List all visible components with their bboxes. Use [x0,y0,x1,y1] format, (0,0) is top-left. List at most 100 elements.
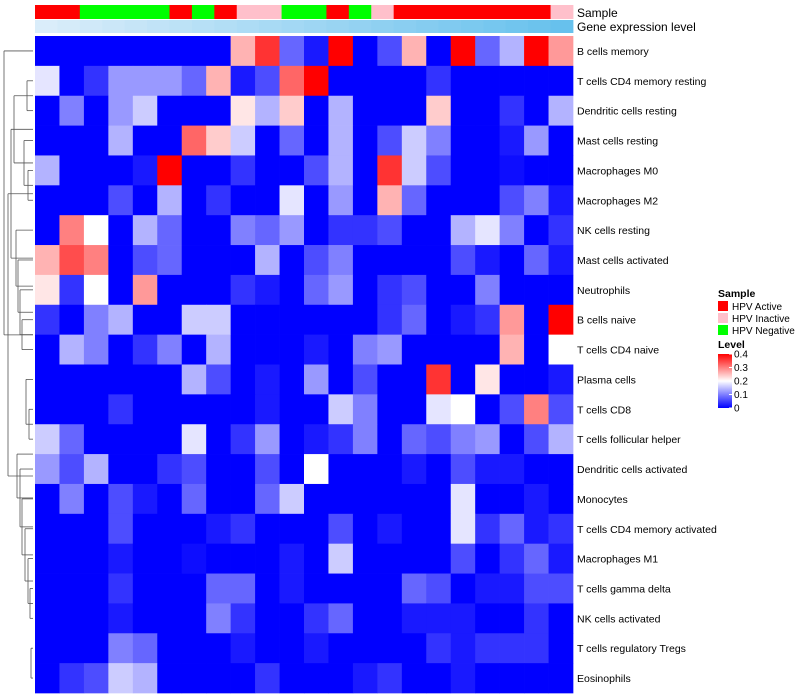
heatmap-cell [548,155,574,186]
heatmap-cell [108,424,134,455]
heatmap-cell [59,215,85,246]
heatmap-cell [524,245,549,276]
heatmap-cell [475,125,500,156]
heatmap-cell [157,454,183,485]
heatmap-cell [108,36,134,67]
heatmap-cell [157,364,183,395]
heatmap-cell [59,424,85,455]
heatmap-cell [132,483,158,515]
heatmap-cell [524,95,549,126]
heatmap-cell [279,633,305,664]
heatmap-cell [548,603,574,634]
heatmap-cell [524,663,549,694]
heatmap-cell [499,663,525,694]
heatmap-cell [83,274,109,306]
heatmap-cell [157,573,183,604]
expression-annotation-cell [102,20,126,33]
heatmap-cell [83,185,109,216]
heatmap-cell [255,633,280,664]
heatmap-cell [475,513,500,545]
heatmap-cell [279,364,305,395]
heatmap-cell [230,215,256,246]
heatmap-cell [426,543,452,574]
expression-annotation-cell [214,20,238,33]
heatmap-cell [83,36,109,67]
heatmap-cell [255,65,280,97]
heatmap-cell [35,633,60,664]
expression-annotation-cell [505,20,529,33]
heatmap-cell [499,65,525,97]
row-label: Macrophages M0 [577,165,658,177]
heatmap-cell [499,95,525,126]
sample-annotation-cell [371,5,395,19]
heatmap-cell [328,603,354,634]
sample-annotation-cell [438,5,462,19]
heatmap-cell [181,394,207,425]
heatmap-cell [377,424,403,455]
heatmap-cell [304,65,329,97]
heatmap-cell [108,454,134,485]
heatmap-cell [206,573,231,604]
legend-tick-label: 0 [734,404,740,415]
heatmap-cell [59,573,85,604]
heatmap-cell [499,603,525,634]
heatmap-cell [475,573,500,604]
heatmap-cell [59,394,85,425]
heatmap-cell [181,155,207,186]
heatmap-cell [304,483,329,515]
row-label: Macrophages M1 [577,554,658,566]
heatmap-cell [181,513,207,545]
heatmap-cell [230,663,256,694]
heatmap-cell [475,663,500,694]
heatmap-cell [426,394,452,425]
heatmap-cell [450,215,476,246]
heatmap-cell [83,394,109,425]
heatmap-cell [206,215,231,246]
heatmap-cell [132,95,158,126]
heatmap-cell [450,65,476,97]
heatmap-cell [279,36,305,67]
heatmap-cell [524,274,549,306]
heatmap-cell [59,65,85,97]
heatmap-cell [352,36,378,67]
heatmap-cell [304,274,329,306]
heatmap-cell [304,155,329,186]
heatmap-cell [304,95,329,126]
heatmap-cell [132,215,158,246]
heatmap-cell [230,454,256,485]
heatmap-cell [206,543,231,574]
heatmap-cell [499,185,525,216]
heatmap-cell [450,663,476,694]
heatmap-cell [524,334,549,365]
sample-annotation-cell [124,5,148,19]
expression-annotation-cell [281,20,305,33]
heatmap-cell [548,36,574,67]
heatmap-cell [83,65,109,97]
heatmap-cell [132,633,158,664]
heatmap-cell [108,394,134,425]
heatmap-cell [132,304,158,335]
heatmap-cell [352,633,378,664]
heatmap-cell [377,394,403,425]
heatmap-cell [328,454,354,485]
heatmap-cell [401,603,427,634]
heatmap-cell [35,454,60,485]
heatmap-cell [206,304,231,335]
heatmap-cell [450,633,476,664]
heatmap-cell [499,245,525,276]
heatmap-cell [206,513,231,545]
heatmap-cell [35,304,60,335]
heatmap-cell [157,274,183,306]
heatmap-cell [377,155,403,186]
heatmap-cell [426,334,452,365]
heatmap-cell [450,513,476,545]
heatmap-cell [401,215,427,246]
heatmap-cell [304,364,329,395]
heatmap-cell [328,543,354,574]
row-label: Mast cells resting [577,136,658,148]
heatmap-cell [352,155,378,186]
heatmap-cell [304,215,329,246]
heatmap-cell [524,155,549,186]
sample-annotation-cell [259,5,282,19]
legend-tick-label: 0.3 [734,363,748,374]
